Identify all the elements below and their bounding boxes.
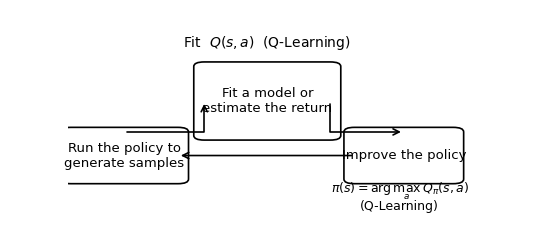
Text: Run the policy to
generate samples: Run the policy to generate samples	[64, 142, 184, 169]
FancyBboxPatch shape	[344, 127, 463, 184]
Text: (Q-Learning): (Q-Learning)	[360, 200, 439, 213]
Text: $\pi(s) = \arg\underset{a}{\max}\, Q_\pi(s, a)$: $\pi(s) = \arg\underset{a}{\max}\, Q_\pi…	[331, 181, 468, 202]
Text: Fit a model or
estimate the return: Fit a model or estimate the return	[202, 87, 332, 115]
Text: Fit  $Q(s,a)$  (Q-Learning): Fit $Q(s,a)$ (Q-Learning)	[183, 34, 351, 52]
FancyBboxPatch shape	[194, 62, 341, 140]
Text: Improve the policy: Improve the policy	[341, 149, 466, 162]
FancyBboxPatch shape	[60, 127, 189, 184]
